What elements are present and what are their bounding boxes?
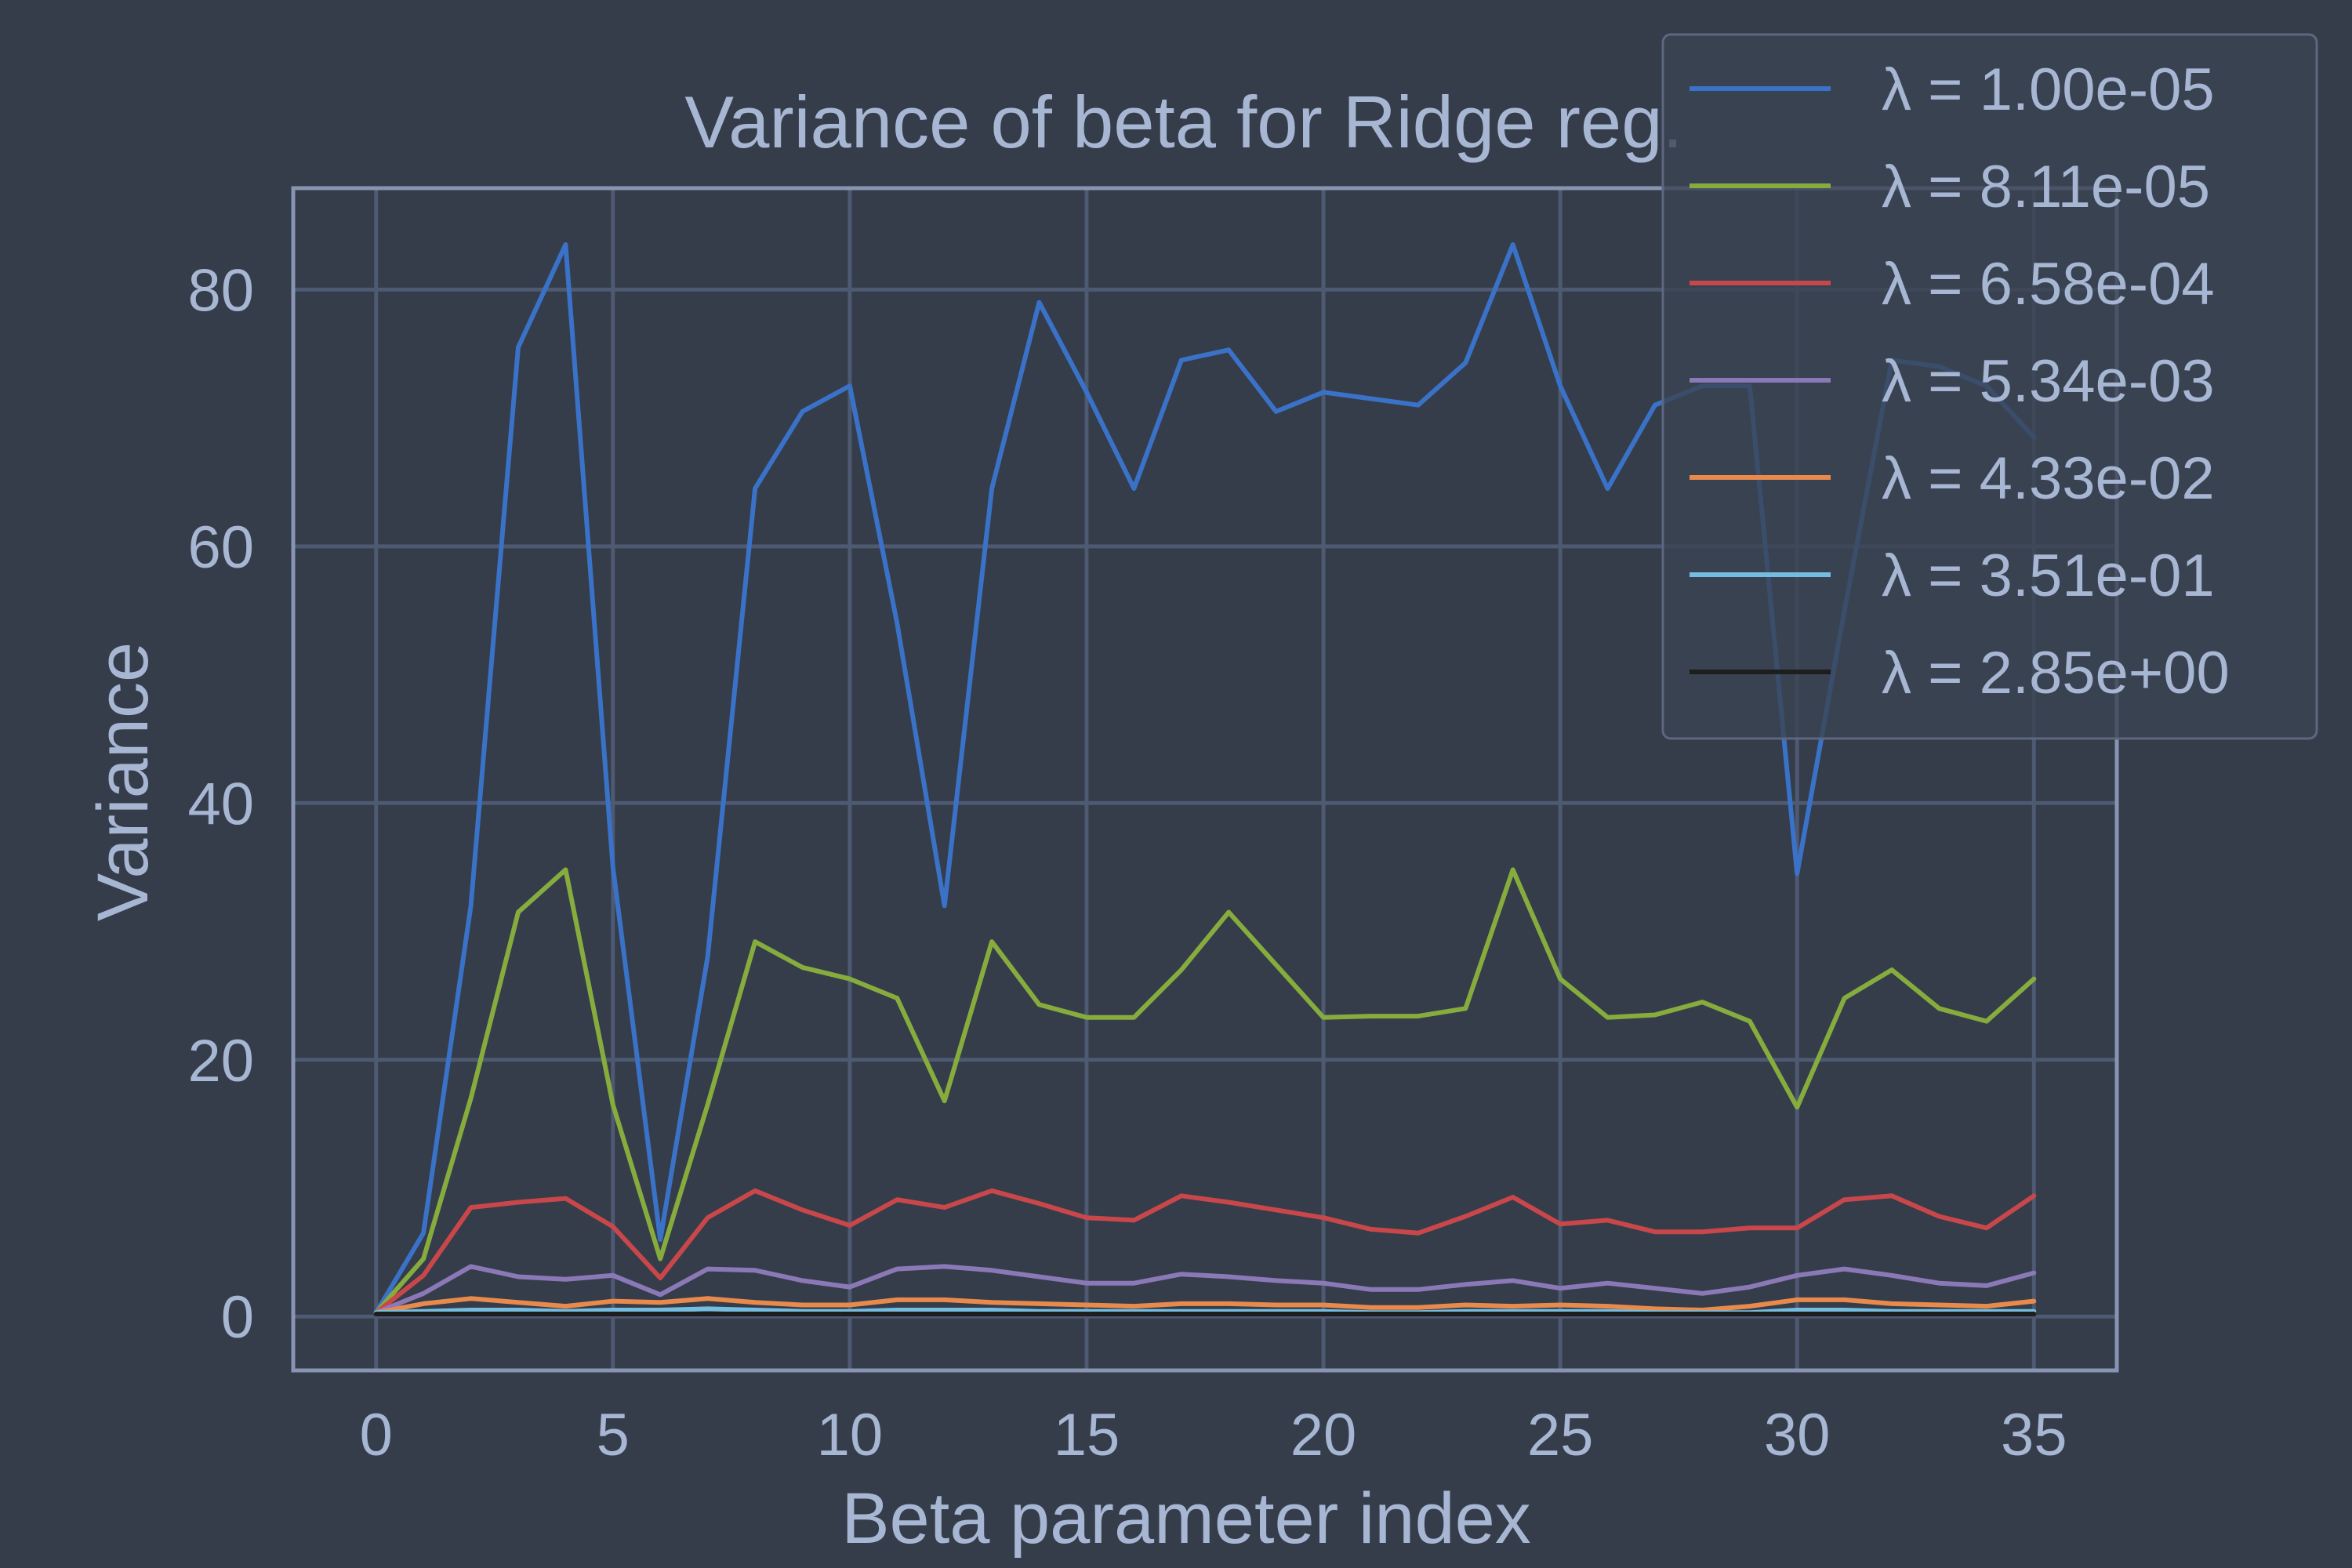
x-tick-label: 0 [360, 1402, 393, 1468]
plot-frame [291, 186, 2119, 1373]
x-tick-label: 5 [597, 1402, 630, 1468]
legend: λ = 1.00e-05 λ = 8.11e-05 λ = 6.58e-04 λ = … [1661, 33, 2318, 740]
series-line-2 [373, 867, 2037, 1316]
legend-label-1: λ = 1.00e-05 [1882, 56, 2215, 123]
legend-box [1661, 33, 2318, 740]
series-line-4 [373, 1264, 2037, 1316]
legend-label-7: λ = 2.85e+00 [1882, 640, 2230, 706]
x-tick-label: 15 [1054, 1402, 1120, 1468]
y-tick-label: 80 [187, 257, 254, 324]
x-tick-label: 10 [817, 1402, 884, 1468]
y-tick-label: 60 [187, 514, 254, 581]
chart-title: Variance of beta for Ridge reg. [684, 81, 1682, 163]
x-tick-label: 30 [1764, 1402, 1831, 1468]
legend-label-3: λ = 6.58e-04 [1882, 251, 2215, 318]
x-axis-ticks: 0 5 10 15 20 25 30 35 [360, 1402, 2067, 1468]
y-tick-label: 20 [187, 1028, 254, 1094]
y-axis-ticks: 0 20 40 60 80 [187, 257, 254, 1351]
x-tick-label: 25 [1527, 1402, 1594, 1468]
x-tick-label: 35 [2001, 1402, 2067, 1468]
y-axis-label: Variance [83, 642, 163, 921]
series-line-5 [373, 1296, 2037, 1316]
y-tick-label: 40 [187, 771, 254, 837]
x-tick-label: 20 [1290, 1402, 1357, 1468]
y-tick-label: 0 [221, 1284, 254, 1351]
legend-label-2: λ = 8.11e-05 [1882, 154, 2210, 220]
legend-label-4: λ = 5.34e-03 [1882, 348, 2215, 415]
x-axis-label: Beta parameter index [841, 1479, 1531, 1559]
legend-label-5: λ = 4.33e-02 [1882, 445, 2215, 512]
series-line-3 [373, 1188, 2037, 1316]
legend-label-6: λ = 3.51e-01 [1882, 543, 2215, 609]
legend-items: λ = 1.00e-05 λ = 8.11e-05 λ = 6.58e-04 λ = … [1690, 56, 2230, 706]
